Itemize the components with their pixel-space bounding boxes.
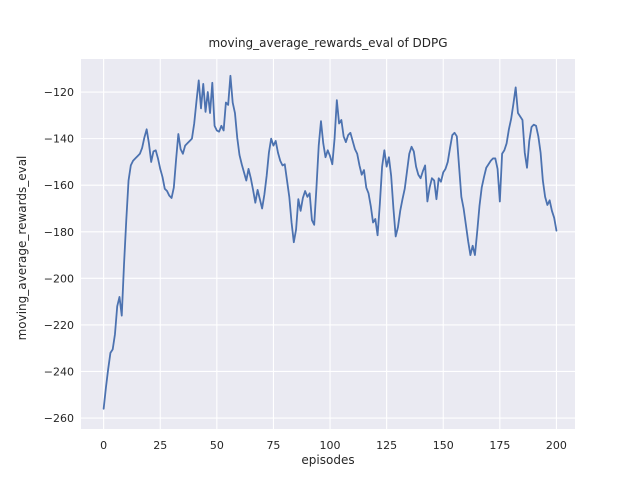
y-tick-label: −120 <box>44 86 74 99</box>
x-tick-label: 175 <box>489 439 510 452</box>
y-tick-label: −160 <box>44 179 74 192</box>
x-tick-label: 50 <box>210 439 224 452</box>
plot-area <box>81 59 575 429</box>
x-tick-label: 100 <box>320 439 341 452</box>
y-tick-label: −240 <box>44 365 74 378</box>
x-axis-label: episodes <box>301 453 354 467</box>
y-axis-label: moving_average_rewards_eval <box>15 156 29 341</box>
x-tick-label: 75 <box>266 439 280 452</box>
series-line <box>102 74 558 410</box>
x-tick-label: 150 <box>433 439 454 452</box>
y-tick-label: −180 <box>44 226 74 239</box>
y-tick-label: −200 <box>44 272 74 285</box>
y-tick-label: −220 <box>44 319 74 332</box>
x-tick-label: 125 <box>376 439 397 452</box>
y-tick-label: −140 <box>44 133 74 146</box>
x-tick-label: 0 <box>100 439 107 452</box>
x-tick-label: 200 <box>546 439 567 452</box>
y-tick-label: −260 <box>44 412 74 425</box>
chart-title: moving_average_rewards_eval of DDPG <box>208 36 447 50</box>
x-tick-label: 25 <box>153 439 167 452</box>
